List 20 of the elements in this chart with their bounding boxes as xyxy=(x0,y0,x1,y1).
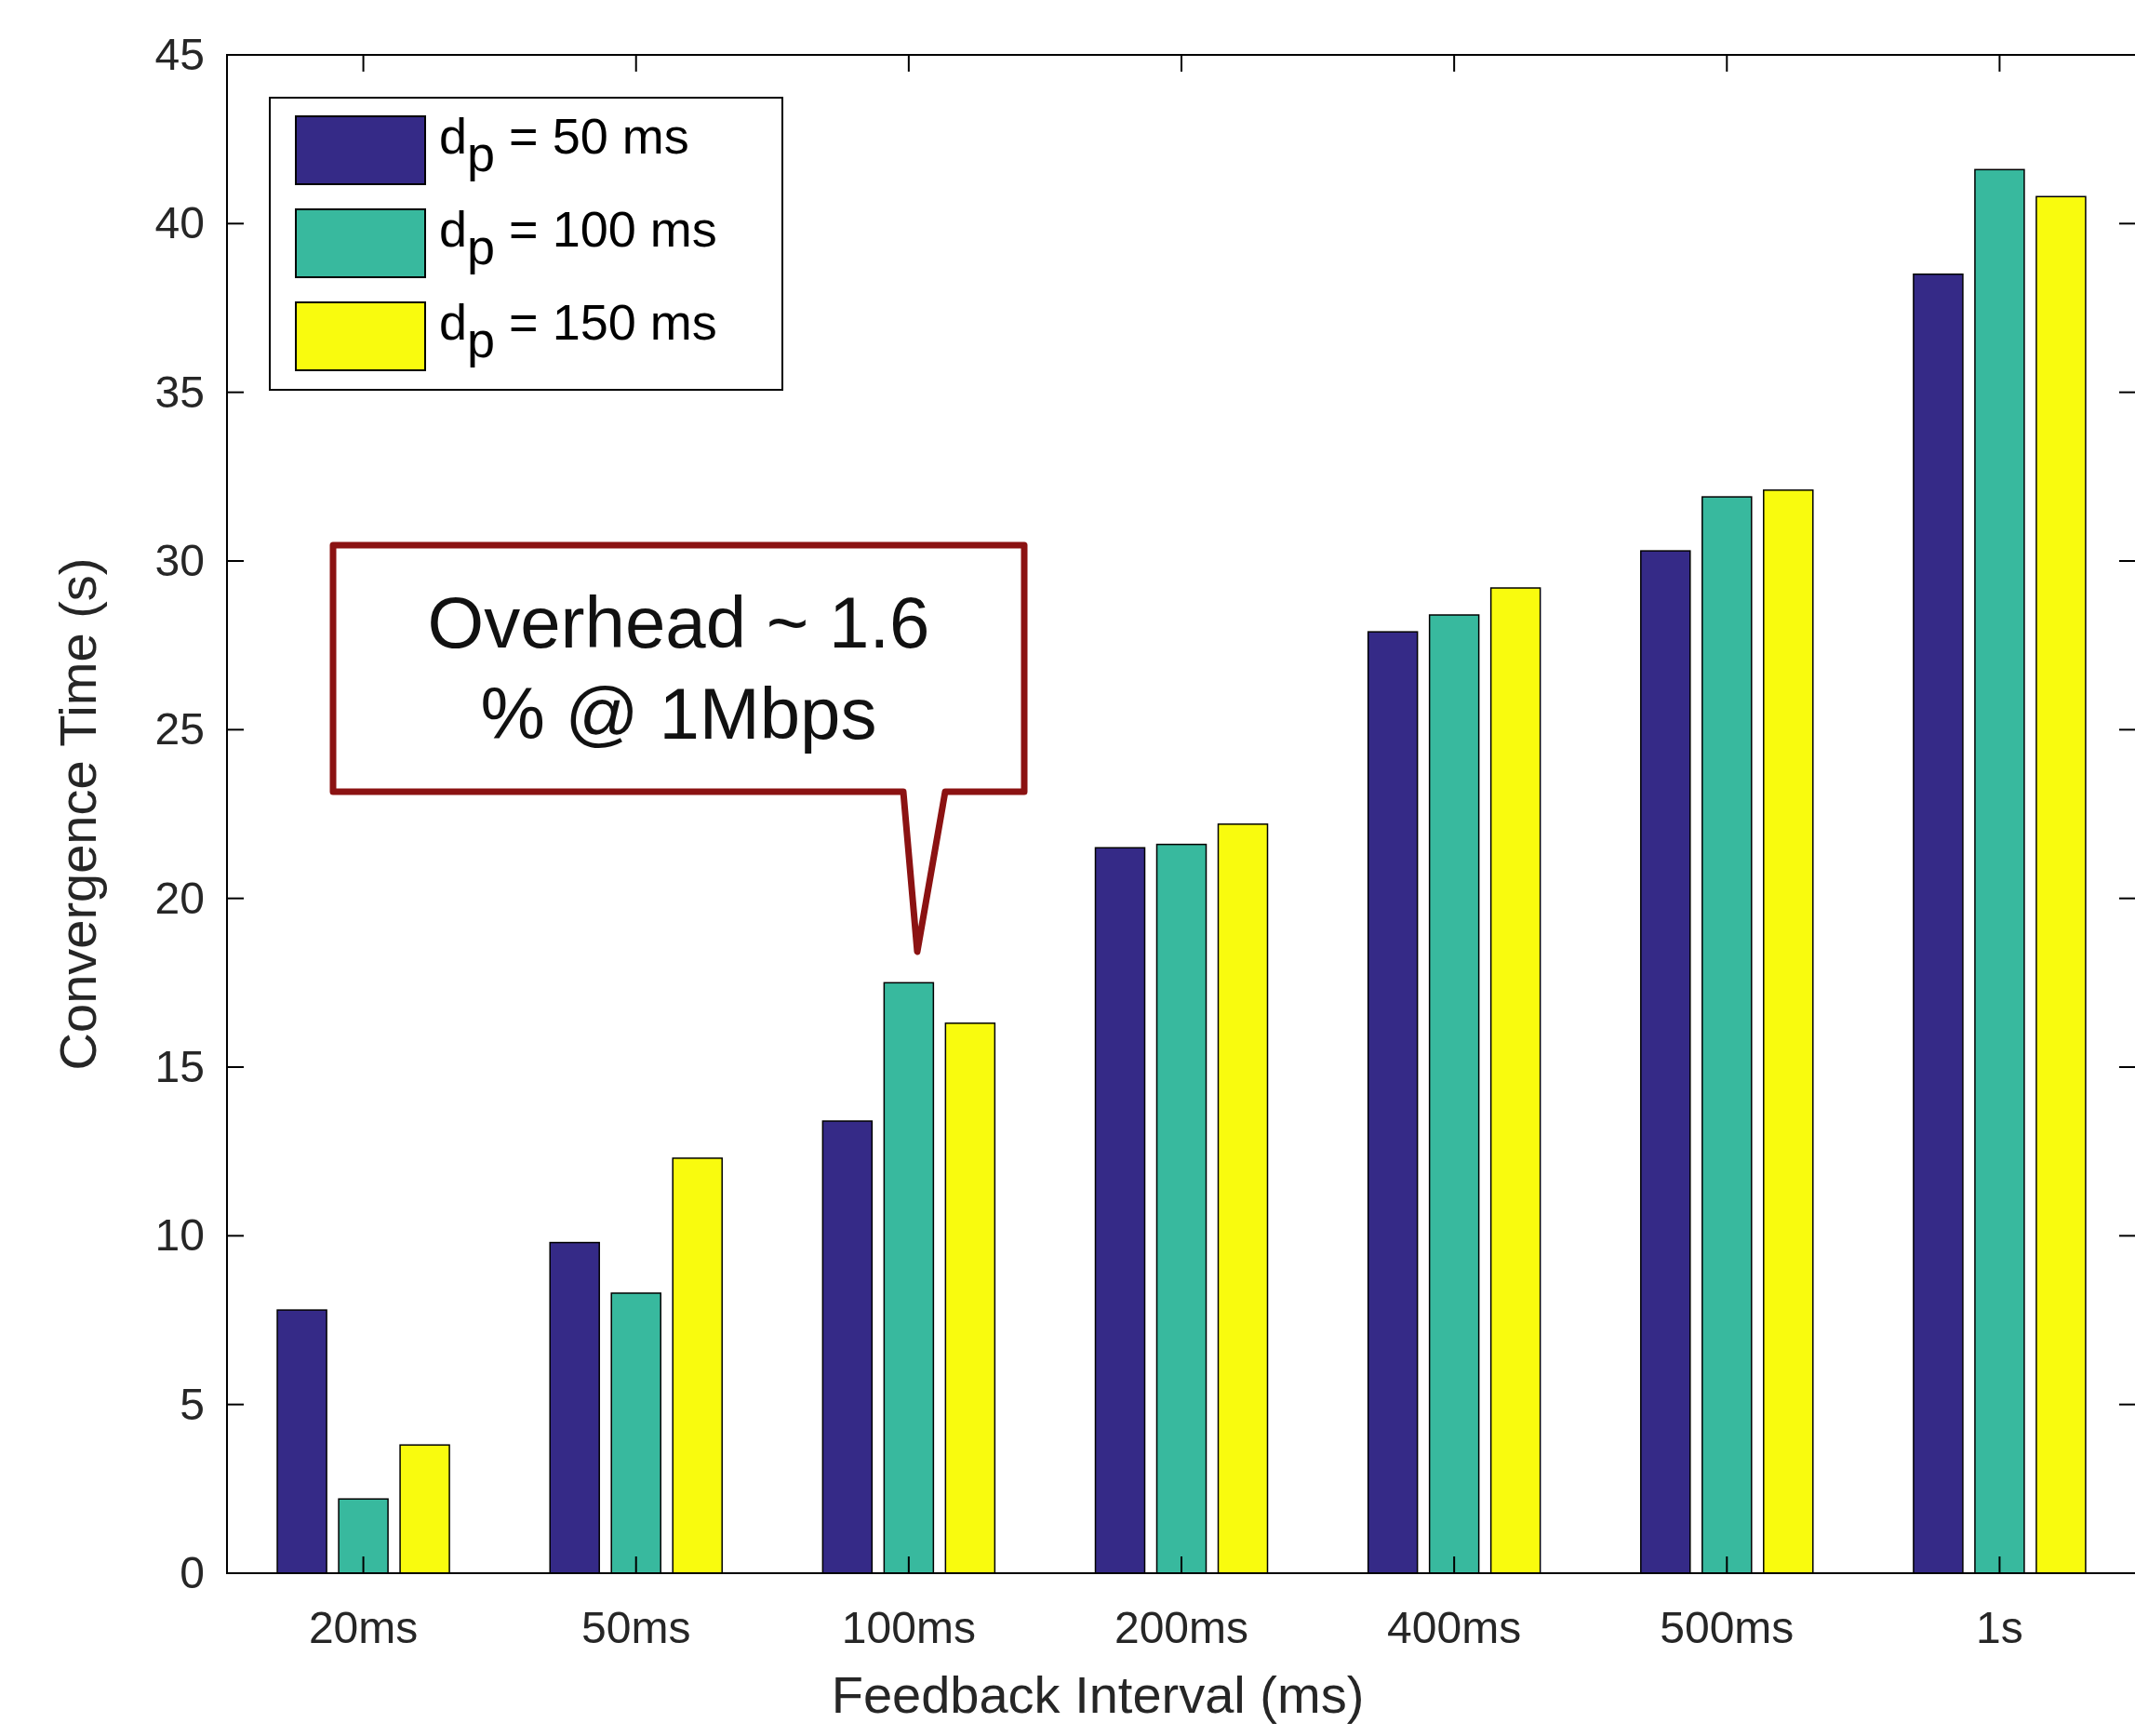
x-tick-label: 400ms xyxy=(1387,1603,1522,1652)
y-tick-label: 30 xyxy=(154,536,205,585)
y-tick-label: 15 xyxy=(154,1042,205,1091)
x-tick-label: 200ms xyxy=(1114,1603,1249,1652)
y-tick-label: 45 xyxy=(154,30,205,79)
annotation: Overhead ~ 1.6 % @ 1Mbps xyxy=(427,581,930,754)
x-tick-label: 1s xyxy=(1976,1603,2023,1652)
x-tick-label: 50ms xyxy=(581,1603,691,1652)
y-tick-label: 10 xyxy=(154,1210,205,1261)
y-tick-label: 5 xyxy=(180,1379,205,1429)
y-axis-title: Convergence Time (s) xyxy=(48,557,107,1071)
x-axis-title: Feedback Interval (ms) xyxy=(831,1665,1365,1724)
y-tick-label: 35 xyxy=(154,367,205,417)
x-tick-label: 500ms xyxy=(1660,1603,1795,1652)
y-tick-label: 25 xyxy=(154,704,205,754)
x-tick-label: 20ms xyxy=(308,1603,419,1652)
y-tick-label: 20 xyxy=(154,873,205,923)
x-tick-label: 100ms xyxy=(841,1603,976,1652)
y-tick-label: 40 xyxy=(154,198,205,248)
y-tick-label: 0 xyxy=(180,1548,205,1597)
